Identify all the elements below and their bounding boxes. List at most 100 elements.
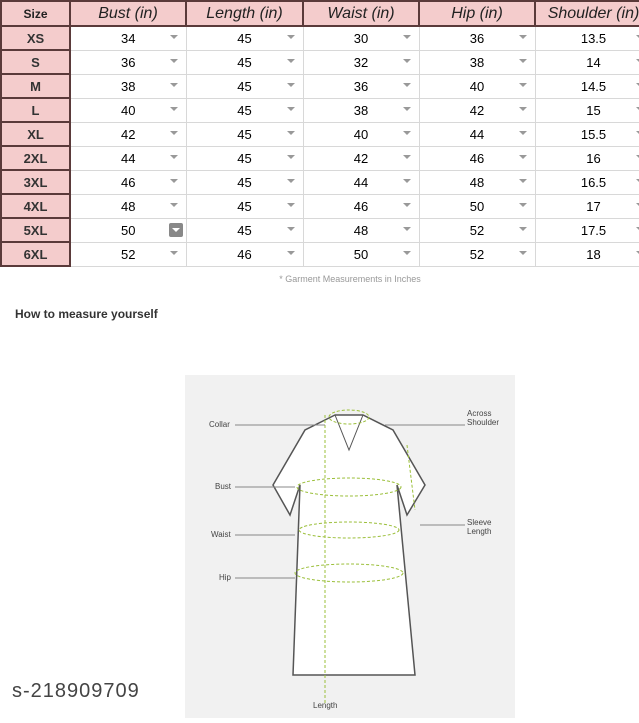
dropdown-arrow-icon[interactable] <box>287 59 295 63</box>
dropdown-arrow-icon[interactable] <box>403 227 411 231</box>
dropdown-arrow-icon[interactable] <box>403 203 411 207</box>
measurement-cell[interactable]: 50 <box>419 194 535 218</box>
measurement-cell[interactable]: 45 <box>186 194 303 218</box>
measurement-cell[interactable]: 30 <box>303 26 419 50</box>
measurement-cell[interactable]: 45 <box>186 122 303 146</box>
measurement-cell[interactable]: 16.5 <box>535 170 639 194</box>
dropdown-arrow-icon[interactable] <box>170 155 178 159</box>
dropdown-arrow-icon[interactable] <box>519 131 527 135</box>
dropdown-arrow-icon[interactable] <box>170 107 178 111</box>
dropdown-arrow-icon[interactable] <box>636 251 639 255</box>
dropdown-arrow-icon[interactable] <box>287 35 295 39</box>
dropdown-arrow-icon[interactable] <box>170 203 178 207</box>
dropdown-arrow-icon[interactable] <box>519 59 527 63</box>
dropdown-arrow-icon[interactable] <box>403 179 411 183</box>
measurement-cell[interactable]: 38 <box>70 74 186 98</box>
dropdown-arrow-icon[interactable] <box>519 107 527 111</box>
measurement-cell[interactable]: 44 <box>70 146 186 170</box>
measurement-cell[interactable]: 32 <box>303 50 419 74</box>
dropdown-arrow-icon[interactable] <box>519 35 527 39</box>
dropdown-arrow-icon[interactable] <box>636 83 639 87</box>
measurement-cell[interactable]: 46 <box>70 170 186 194</box>
dropdown-arrow-icon[interactable] <box>170 131 178 135</box>
dropdown-arrow-icon[interactable] <box>636 155 639 159</box>
measurement-cell[interactable]: 45 <box>186 146 303 170</box>
measurement-cell[interactable]: 46 <box>303 194 419 218</box>
dropdown-arrow-icon[interactable] <box>170 83 178 87</box>
measurement-cell[interactable]: 44 <box>419 122 535 146</box>
measurement-cell[interactable]: 42 <box>419 98 535 122</box>
measurement-cell[interactable]: 42 <box>70 122 186 146</box>
measurement-cell[interactable]: 48 <box>70 194 186 218</box>
dropdown-arrow-icon[interactable] <box>403 131 411 135</box>
measurement-cell[interactable]: 36 <box>303 74 419 98</box>
dropdown-arrow-icon[interactable] <box>636 227 639 231</box>
measurement-cell[interactable]: 14.5 <box>535 74 639 98</box>
measurement-cell[interactable]: 48 <box>419 170 535 194</box>
dropdown-arrow-icon[interactable] <box>403 35 411 39</box>
measurement-cell[interactable]: 40 <box>419 74 535 98</box>
measurement-cell[interactable]: 15 <box>535 98 639 122</box>
dropdown-arrow-icon[interactable] <box>287 155 295 159</box>
measurement-cell[interactable]: 18 <box>535 242 639 266</box>
measurement-cell[interactable]: 40 <box>303 122 419 146</box>
measurement-cell[interactable]: 46 <box>419 146 535 170</box>
dropdown-arrow-icon[interactable] <box>287 179 295 183</box>
measurement-cell[interactable]: 45 <box>186 98 303 122</box>
dropdown-arrow-icon[interactable] <box>403 83 411 87</box>
measurement-cell[interactable]: 44 <box>303 170 419 194</box>
dropdown-arrow-icon[interactable] <box>519 251 527 255</box>
measurement-cell[interactable]: 50 <box>303 242 419 266</box>
dropdown-arrow-icon[interactable] <box>287 203 295 207</box>
dropdown-arrow-icon[interactable] <box>636 203 639 207</box>
dropdown-arrow-icon[interactable] <box>287 83 295 87</box>
dropdown-arrow-icon[interactable] <box>519 83 527 87</box>
dropdown-arrow-icon[interactable] <box>636 59 639 63</box>
dropdown-arrow-icon[interactable] <box>170 59 178 63</box>
measurement-cell[interactable]: 52 <box>419 242 535 266</box>
measurement-cell[interactable]: 52 <box>419 218 535 242</box>
dropdown-arrow-icon[interactable] <box>636 35 639 39</box>
measurement-cell[interactable]: 38 <box>303 98 419 122</box>
dropdown-arrow-icon[interactable] <box>636 131 639 135</box>
measurement-cell[interactable]: 15.5 <box>535 122 639 146</box>
dropdown-arrow-icon[interactable] <box>519 203 527 207</box>
dropdown-arrow-icon[interactable] <box>636 179 639 183</box>
measurement-cell[interactable]: 17 <box>535 194 639 218</box>
measurement-cell[interactable]: 38 <box>419 50 535 74</box>
measurement-cell[interactable]: 36 <box>70 50 186 74</box>
measurement-cell[interactable]: 52 <box>70 242 186 266</box>
measurement-cell[interactable]: 45 <box>186 26 303 50</box>
measurement-cell[interactable]: 34 <box>70 26 186 50</box>
measurement-cell[interactable]: 45 <box>186 50 303 74</box>
measurement-cell[interactable]: 50 <box>70 218 186 242</box>
measurement-cell[interactable]: 40 <box>70 98 186 122</box>
measurement-cell[interactable]: 13.5 <box>535 26 639 50</box>
measurement-cell[interactable]: 46 <box>186 242 303 266</box>
dropdown-arrow-icon[interactable] <box>287 251 295 255</box>
dropdown-arrow-icon[interactable] <box>636 107 639 111</box>
dropdown-arrow-icon[interactable] <box>170 35 178 39</box>
measurement-cell[interactable]: 45 <box>186 218 303 242</box>
dropdown-arrow-icon[interactable] <box>403 155 411 159</box>
measurement-cell[interactable]: 16 <box>535 146 639 170</box>
measurement-cell[interactable]: 48 <box>303 218 419 242</box>
dropdown-arrow-icon[interactable] <box>519 179 527 183</box>
measurement-cell[interactable]: 17.5 <box>535 218 639 242</box>
dropdown-arrow-icon[interactable] <box>287 131 295 135</box>
dropdown-arrow-icon[interactable] <box>169 223 183 237</box>
dropdown-arrow-icon[interactable] <box>287 227 295 231</box>
dropdown-arrow-icon[interactable] <box>519 227 527 231</box>
measurement-cell[interactable]: 42 <box>303 146 419 170</box>
measurement-cell[interactable]: 45 <box>186 74 303 98</box>
dropdown-arrow-icon[interactable] <box>519 155 527 159</box>
measurement-cell[interactable]: 36 <box>419 26 535 50</box>
dropdown-arrow-icon[interactable] <box>287 107 295 111</box>
dropdown-arrow-icon[interactable] <box>403 107 411 111</box>
dropdown-arrow-icon[interactable] <box>403 59 411 63</box>
measurement-cell[interactable]: 14 <box>535 50 639 74</box>
dropdown-arrow-icon[interactable] <box>403 251 411 255</box>
dropdown-arrow-icon[interactable] <box>170 251 178 255</box>
dropdown-arrow-icon[interactable] <box>170 179 178 183</box>
measurement-cell[interactable]: 45 <box>186 170 303 194</box>
